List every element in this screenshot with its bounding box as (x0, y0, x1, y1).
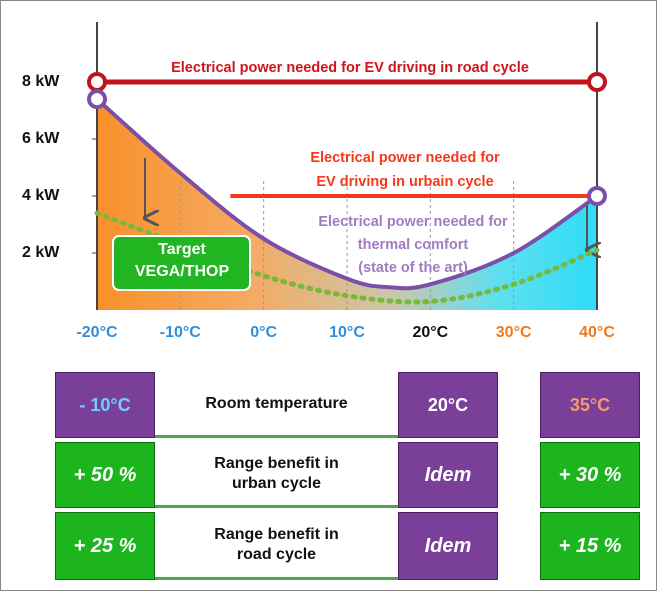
y-tick-label: 2 kW (22, 244, 60, 261)
x-tick-label: 40°C (579, 324, 615, 341)
endpoint (87, 89, 107, 110)
table-cell: 20°C (398, 372, 498, 438)
line (95, 97, 599, 291)
endpoint (587, 72, 607, 92)
y-tick-label: 8 kW (22, 73, 60, 90)
annotation: thermal comfort (358, 237, 469, 253)
table-cell: Room temperature (155, 372, 398, 438)
table-cell: + 25 % (55, 512, 155, 580)
table-cell: Idem (398, 442, 498, 508)
table-cell: + 15 % (540, 512, 640, 580)
table-cell: 35°C (540, 372, 640, 438)
table-cell: Range benefit in road cycle (155, 512, 398, 580)
table-cell: Idem (398, 512, 498, 580)
annotation: Target (158, 241, 206, 258)
endpoint (587, 186, 607, 206)
x-tick-label: 0°C (250, 324, 277, 341)
y-tick-label: 4 kW (22, 187, 60, 204)
annotation: EV driving in urbain cycle (316, 174, 493, 190)
table-cell: + 30 % (540, 442, 640, 508)
table-cell: Range benefit in urban cycle (155, 442, 398, 508)
label-box (112, 235, 251, 291)
table-cell: + 50 % (55, 442, 155, 508)
chart: -10°C 0°C 10°C 20°C 30°C -20°C 40°C 2 kW 4 kW 6 k… (22, 22, 615, 341)
annotation: (state of the art) (358, 260, 468, 276)
x-tick-label: -20°C (76, 324, 118, 341)
x-tick-label: 30°C (496, 324, 532, 341)
x-tick-label: 20°C (412, 324, 448, 341)
annotation: VEGA/THOP (135, 263, 230, 280)
y-tick-label: 6 kW (22, 130, 60, 147)
table-cell: - 10°C (55, 372, 155, 438)
annotation: Electrical power needed for (310, 150, 500, 166)
annotation: Electrical power needed for (318, 214, 508, 230)
x-tick-label: 10°C (329, 324, 365, 341)
x-tick-label: -10°C (160, 324, 202, 341)
annotation: Electrical power needed for EV driving i… (171, 60, 529, 76)
endpoint (87, 72, 107, 92)
